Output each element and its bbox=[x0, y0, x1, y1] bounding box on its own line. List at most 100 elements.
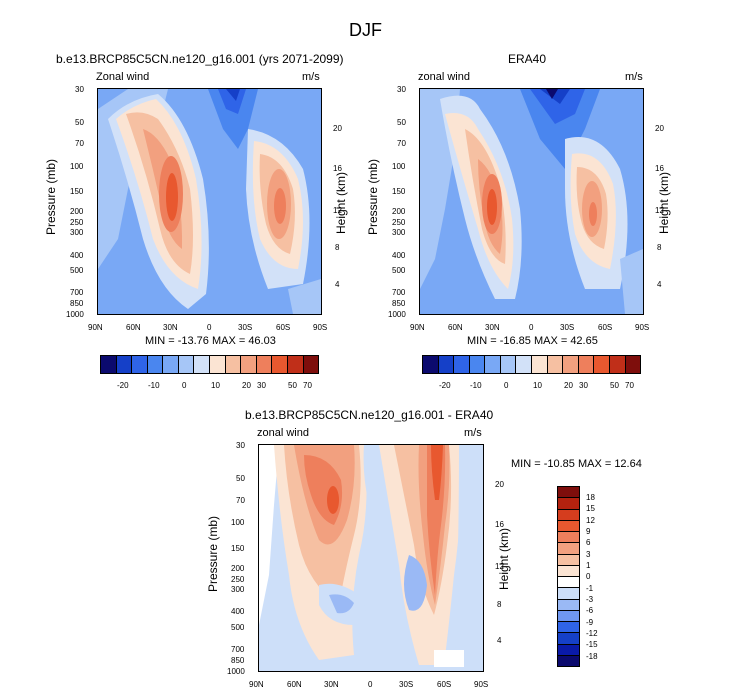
panel-obs-xtick: 60S bbox=[598, 323, 613, 332]
panel-model-ylabel-right: Height (km) bbox=[334, 171, 349, 235]
panel-model-colorbar-label: 30 bbox=[257, 381, 266, 390]
panel-diff-colorbar-label: -1 bbox=[586, 584, 594, 593]
colorbar-swatch bbox=[594, 356, 610, 373]
panel-model-title: b.e13.BRCP85C5CN.ne120_g16.001 (yrs 2071… bbox=[56, 52, 344, 66]
panel-obs-ytick: 850 bbox=[392, 299, 406, 308]
panel-diff-colorbar-label: 9 bbox=[586, 527, 591, 536]
panel-obs-xtick: 30S bbox=[560, 323, 575, 332]
panel-model-colorbar-label: 20 bbox=[242, 381, 251, 390]
panel-obs-units: m/s bbox=[625, 71, 643, 83]
panel-obs-left-label: zonal wind bbox=[418, 71, 470, 83]
panel-obs-ytick: 30 bbox=[397, 85, 406, 94]
panel-model-colorbar-label: -20 bbox=[117, 381, 129, 390]
panel-diff-xtick: 0 bbox=[368, 680, 373, 689]
panel-obs-ytick: 300 bbox=[392, 228, 406, 237]
colorbar-swatch bbox=[132, 356, 148, 373]
panel-obs-xtick: 0 bbox=[529, 323, 534, 332]
panel-model-xtick: 30S bbox=[238, 323, 253, 332]
panel-obs-ytick: 700 bbox=[392, 288, 406, 297]
colorbar-swatch bbox=[558, 644, 579, 656]
colorbar-swatch bbox=[272, 356, 288, 373]
panel-diff-plot bbox=[258, 444, 484, 672]
panel-model-ytick-right: 12 bbox=[333, 206, 342, 215]
colorbar-swatch bbox=[558, 610, 579, 622]
panel-obs-colorbar-label: 50 bbox=[610, 381, 619, 390]
colorbar-swatch bbox=[558, 554, 579, 566]
panel-obs-plot bbox=[419, 88, 644, 315]
panel-diff-ytick: 500 bbox=[231, 623, 245, 632]
panel-diff-colorbar bbox=[557, 486, 580, 667]
colorbar-swatch bbox=[423, 356, 439, 373]
panel-diff-ytick-right: 12 bbox=[495, 562, 504, 571]
colorbar-swatch bbox=[194, 356, 211, 373]
panel-diff-xtick: 30S bbox=[399, 680, 414, 689]
panel-model-colorbar-label: -10 bbox=[148, 381, 160, 390]
panel-diff-ytick-right: 20 bbox=[495, 480, 504, 489]
panel-diff-ytick-right: 8 bbox=[497, 600, 502, 609]
panel-diff-stats: MIN = -10.85 MAX = 12.64 bbox=[511, 458, 642, 470]
colorbar-swatch bbox=[547, 356, 564, 373]
colorbar-swatch bbox=[558, 565, 579, 577]
panel-obs-colorbar-label: 10 bbox=[533, 381, 542, 390]
colorbar-swatch bbox=[532, 356, 548, 373]
panel-model-ytick: 70 bbox=[75, 139, 84, 148]
panel-model-plot bbox=[97, 88, 322, 315]
colorbar-swatch bbox=[625, 356, 641, 373]
colorbar-swatch bbox=[210, 356, 226, 373]
panel-model-ytick: 700 bbox=[70, 288, 84, 297]
colorbar-swatch bbox=[516, 356, 533, 373]
panel-model-ytick: 300 bbox=[70, 228, 84, 237]
panel-model-xtick: 0 bbox=[207, 323, 212, 332]
panel-diff-xtick: 90N bbox=[249, 680, 264, 689]
panel-model-xtick: 90S bbox=[313, 323, 328, 332]
colorbar-swatch bbox=[454, 356, 470, 373]
panel-model-xtick: 60N bbox=[126, 323, 141, 332]
panel-diff-title: b.e13.BRCP85C5CN.ne120_g16.001 - ERA40 bbox=[245, 408, 494, 422]
panel-obs-ytick-right: 20 bbox=[655, 124, 664, 133]
panel-diff-xtick: 90S bbox=[474, 680, 489, 689]
panel-diff-units: m/s bbox=[464, 427, 482, 439]
colorbar-swatch bbox=[563, 356, 579, 373]
panel-model-ytick: 1000 bbox=[66, 310, 84, 319]
panel-obs-contours bbox=[420, 89, 643, 314]
panel-diff-colorbar-label: -6 bbox=[586, 606, 594, 615]
panel-model-colorbar-label: 70 bbox=[303, 381, 312, 390]
panel-diff-ylabel-right: Height (km) bbox=[497, 527, 512, 591]
colorbar-swatch bbox=[558, 622, 579, 634]
colorbar-swatch bbox=[303, 356, 319, 373]
panel-obs-colorbar-label: 20 bbox=[564, 381, 573, 390]
colorbar-swatch bbox=[558, 487, 579, 499]
colorbar-swatch bbox=[287, 356, 304, 373]
panel-diff-ytick: 30 bbox=[236, 441, 245, 450]
panel-diff-xtick: 30N bbox=[324, 680, 339, 689]
panel-diff-ytick: 50 bbox=[236, 474, 245, 483]
panel-model-colorbar-label: 10 bbox=[211, 381, 220, 390]
colorbar-swatch bbox=[558, 543, 579, 555]
panel-diff-colorbar-label: 3 bbox=[586, 550, 591, 559]
panel-obs-title: ERA40 bbox=[508, 52, 547, 66]
panel-diff-xtick: 60N bbox=[287, 680, 302, 689]
colorbar-swatch bbox=[485, 356, 501, 373]
panel-diff-colorbar-label: 18 bbox=[586, 493, 595, 502]
panel-diff-colorbar-label: -9 bbox=[586, 618, 594, 627]
panel-model-ytick-right: 4 bbox=[335, 280, 340, 289]
panel-obs-ytick: 200 bbox=[392, 207, 406, 216]
panel-obs-ytick: 500 bbox=[392, 266, 406, 275]
panel-diff-ytick-right: 16 bbox=[495, 520, 504, 529]
panel-model-ytick: 400 bbox=[70, 251, 84, 260]
panel-obs-ytick: 50 bbox=[397, 118, 406, 127]
panel-model-colorbar-label: 0 bbox=[182, 381, 187, 390]
panel-obs-ytick: 1000 bbox=[388, 310, 406, 319]
colorbar-swatch bbox=[609, 356, 626, 373]
panel-diff-xtick: 60S bbox=[437, 680, 452, 689]
panel-model-xtick: 90N bbox=[88, 323, 103, 332]
panel-diff-colorbar-label: 1 bbox=[586, 561, 591, 570]
panel-model-contours bbox=[98, 89, 321, 314]
panel-diff-ytick: 400 bbox=[231, 607, 245, 616]
panel-diff-ytick: 850 bbox=[231, 656, 245, 665]
colorbar-swatch bbox=[147, 356, 164, 373]
panel-diff-ytick-right: 4 bbox=[497, 636, 502, 645]
panel-obs-ytick-right: 4 bbox=[657, 280, 662, 289]
panel-model-ytick-right: 20 bbox=[333, 124, 342, 133]
panel-obs-colorbar bbox=[422, 355, 641, 374]
